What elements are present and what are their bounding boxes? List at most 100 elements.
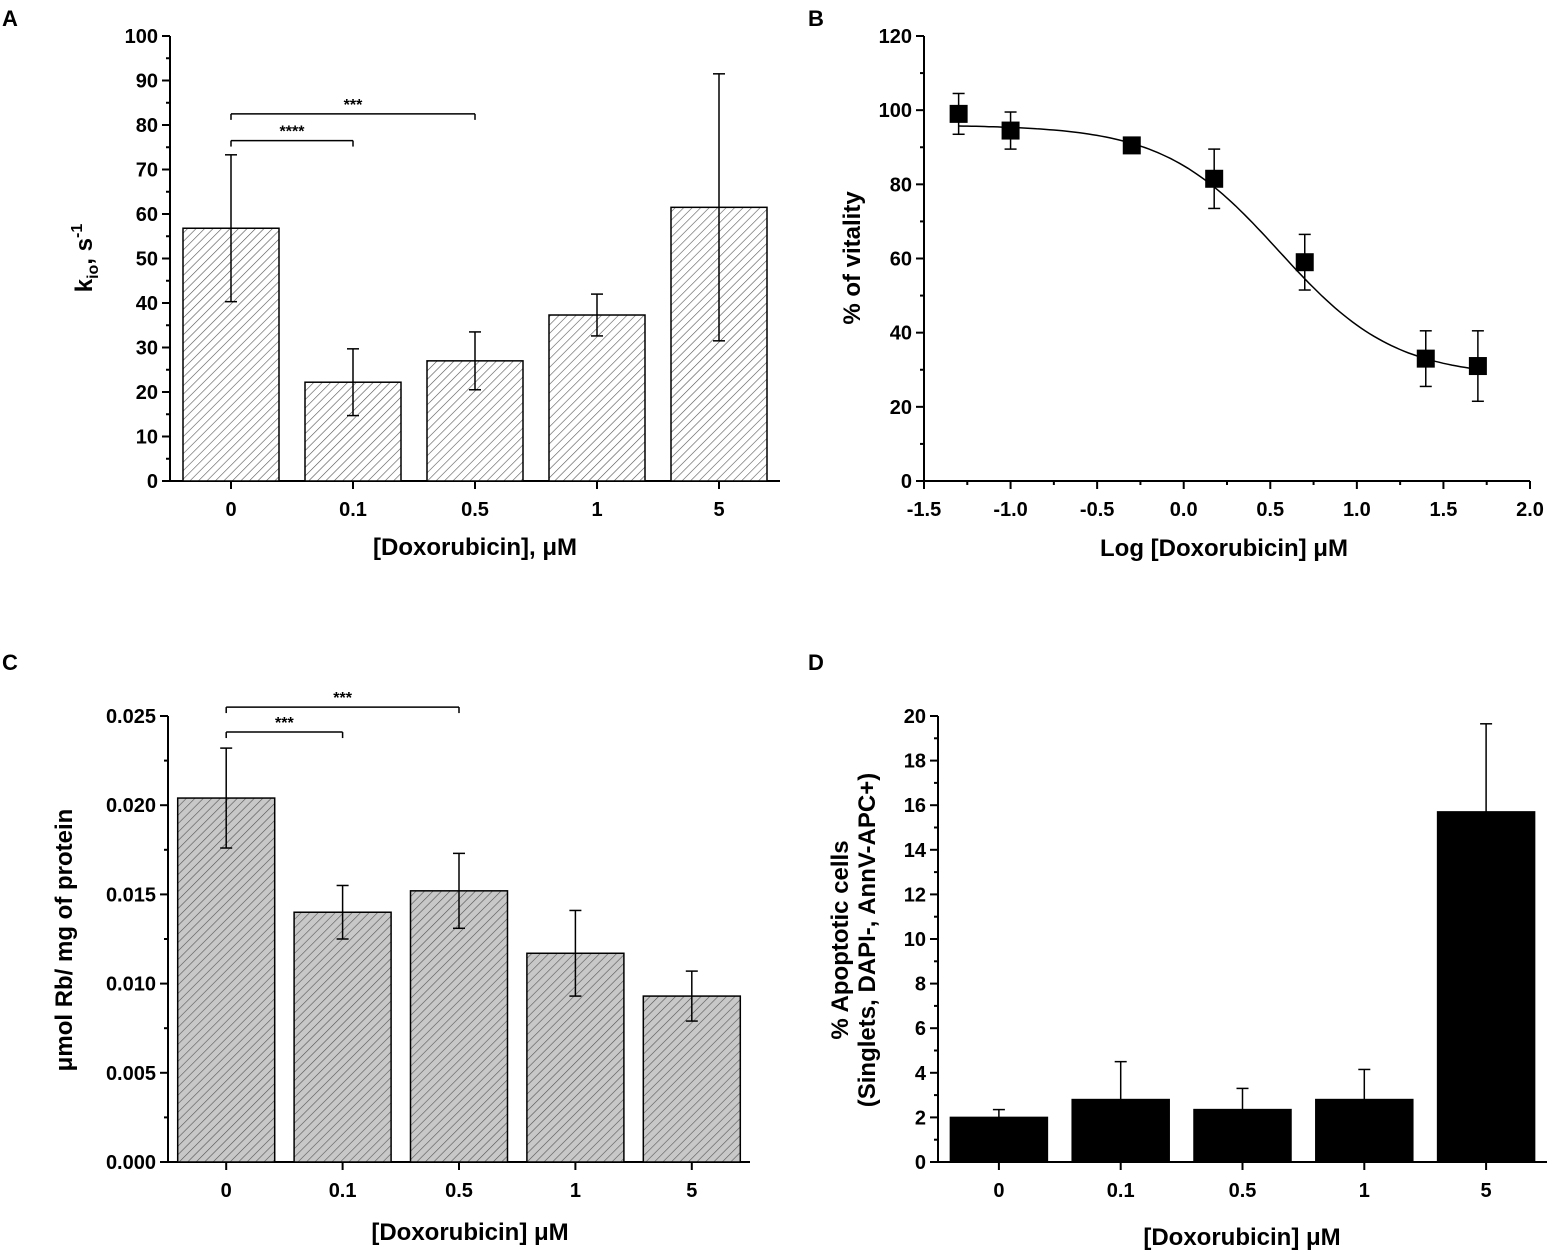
panel-c-sig-label: ***: [333, 690, 352, 707]
panel-c-x-axis-label: [Doxorubicin] μM: [371, 1219, 568, 1246]
panel-c: C 0.000 0.005 0.010 0.015 0.020 0.025 0 0.1 0.5 1…: [2, 650, 750, 1246]
panel-a-bar: [548, 314, 646, 482]
panel-c-y-axis-label: μmol Rb/ mg of protein: [51, 809, 78, 1072]
panel-b-y-tick-label: 100: [879, 100, 912, 122]
panel-a-y-tick-label: 60: [136, 204, 158, 226]
panel-a-ylabel-k: k: [71, 278, 98, 292]
panel-a-ylabel-rest: , s: [71, 238, 98, 265]
panel-a-x-tick-label: 0: [225, 499, 236, 521]
panel-c-bar: [176, 797, 276, 1163]
panel-d-plot: 0 2 4 6 8 10 12 14 16 18 20 0 0.1 0.5 1 5: [904, 706, 1547, 1202]
panel-c-x-tick-label: 1: [570, 1180, 581, 1202]
panel-a-y-tick-label: 30: [136, 338, 158, 360]
panel-label-d: D: [808, 650, 824, 675]
panel-b-x-tick-label: -0.5: [1080, 499, 1114, 521]
panel-c-bar: [642, 995, 742, 1163]
panel-a-sig-label: ***: [344, 97, 363, 114]
panel-a-y-tick-label: 40: [136, 293, 158, 315]
panel-a-sig-label: ****: [280, 124, 306, 141]
panel-c-x-tick-label: 5: [686, 1180, 697, 1202]
panel-d-y-tick-label: 20: [904, 706, 926, 728]
panel-a-y-tick-label: 70: [136, 160, 158, 182]
panel-b-fit-curve: [958, 125, 1479, 371]
panel-b-x-tick-label: 1.0: [1343, 499, 1371, 521]
panel-b: B 0 20 40 60 80 100 120 -1.5 -1.0 -0.5 0.0 0.5 1.0 1.…: [808, 6, 1544, 562]
panel-d-y-axis-label-1: % Apoptotic cells: [827, 840, 854, 1039]
panel-b-data-point: [1468, 357, 1487, 376]
panel-b-x-axis-label: Log [Doxorubicin] μM: [1100, 535, 1348, 562]
panel-b-y-tick-label: 0: [901, 471, 912, 493]
panel-d-x-tick-label: 5: [1481, 1180, 1492, 1202]
panel-a-y-tick-label: 50: [136, 249, 158, 271]
panel-d-x-tick-label: 1: [1359, 1180, 1370, 1202]
panel-b-data-point: [949, 104, 968, 123]
panel-a-x-tick-label: 0.1: [339, 499, 367, 521]
panel-d-y-tick-label: 2: [915, 1107, 926, 1129]
panel-a-x-tick-label: 5: [713, 499, 724, 521]
panel-a-y-tick-label: 20: [136, 382, 158, 404]
panel-d-x-tick-label: 0: [993, 1180, 1004, 1202]
panel-a-y-axis-label: kio, s-1: [69, 224, 102, 293]
panel-d-y-tick-label: 8: [915, 974, 926, 996]
panel-d-y-tick-label: 12: [904, 884, 926, 906]
panel-b-x-tick-label: -1.0: [993, 499, 1027, 521]
panel-b-x-tick-label: -1.5: [907, 499, 941, 521]
panel-a-x-tick-label: 0.5: [461, 499, 489, 521]
panel-b-data-point: [1122, 136, 1141, 155]
panel-a-ylabel-sub: io: [85, 264, 102, 278]
panel-d-y-axis-label-2: (Singlets, DAPI-, AnnV-APC+): [854, 773, 881, 1107]
panel-d-x-axis-label: [Doxorubicin] μM: [1143, 1224, 1340, 1251]
panel-a-x-axis-label: [Doxorubicin], μM: [373, 534, 577, 561]
panel-label-c: C: [2, 650, 18, 675]
panel-d: D 0 2 4 6 8 10 12 14 16 18 20 0 0.1 0.5 1 5 % Apoptotic…: [808, 650, 1547, 1251]
panel-c-y-tick-label: 0.000: [106, 1152, 156, 1174]
panel-d-x-tick-label: 0.1: [1107, 1180, 1135, 1202]
panel-d-x-tick-label: 0.5: [1229, 1180, 1257, 1202]
panel-b-y-axis-label: % of vitality: [839, 191, 866, 325]
panel-b-y-tick-label: 80: [890, 174, 912, 196]
panel-d-bar: [1071, 1098, 1170, 1163]
panel-c-bar: [293, 911, 392, 1163]
panel-b-data-point: [1001, 121, 1020, 140]
panel-b-x-tick-label: 1.5: [1430, 499, 1458, 521]
panel-b-y-tick-label: 40: [890, 323, 912, 345]
panel-c-y-tick-label: 0.005: [106, 1063, 156, 1085]
panel-c-y-tick-label: 0.025: [106, 706, 156, 728]
panel-c-y-tick-label: 0.020: [106, 795, 156, 817]
panel-d-bar: [949, 1116, 1049, 1163]
panel-a-y-tick-label: 100: [125, 26, 158, 48]
panel-c-x-tick-label: 0: [221, 1180, 232, 1202]
panel-d-y-tick-label: 16: [904, 795, 926, 817]
panel-d-y-tick-label: 18: [904, 751, 926, 773]
panel-b-x-tick-label: 2.0: [1516, 499, 1544, 521]
panel-d-y-tick-label: 14: [904, 840, 927, 862]
panel-label-a: A: [2, 6, 18, 31]
panel-d-y-tick-label: 10: [904, 929, 926, 951]
panel-b-y-tick-label: 120: [879, 26, 912, 48]
panel-label-b: B: [808, 6, 824, 31]
panel-a-ylabel-sup: -1: [69, 224, 86, 238]
panel-c-x-tick-label: 0.5: [445, 1180, 473, 1202]
panel-d-y-tick-label: 4: [915, 1063, 927, 1085]
panel-b-plot: 0 20 40 60 80 100 120 -1.5 -1.0 -0.5 0.0 0.5 1.0 1.5 2…: [879, 26, 1544, 521]
panel-c-bar: [409, 890, 509, 1163]
panel-b-data-point: [1295, 253, 1314, 272]
panel-a-y-tick-label: 80: [136, 115, 158, 137]
panel-d-bar: [1436, 811, 1536, 1163]
panel-d-y-tick-label: 6: [915, 1018, 926, 1040]
panel-b-data-point: [1205, 169, 1224, 188]
panel-a-y-tick-label: 10: [136, 427, 158, 449]
panel-b-y-tick-label: 20: [890, 397, 912, 419]
panel-c-sig-label: ***: [275, 715, 294, 732]
panel-b-data-point: [1416, 349, 1435, 368]
panel-d-y-tick-label: 0: [915, 1152, 926, 1174]
panel-a-x-tick-label: 1: [591, 499, 602, 521]
panel-c-y-tick-label: 0.015: [106, 884, 156, 906]
panel-c-x-tick-label: 0.1: [329, 1180, 357, 1202]
panel-b-x-tick-label: 0.0: [1170, 499, 1198, 521]
panel-b-y-tick-label: 60: [890, 249, 912, 271]
panel-a-y-tick-label: 0: [147, 471, 158, 493]
panel-c-y-tick-label: 0.010: [106, 974, 156, 996]
